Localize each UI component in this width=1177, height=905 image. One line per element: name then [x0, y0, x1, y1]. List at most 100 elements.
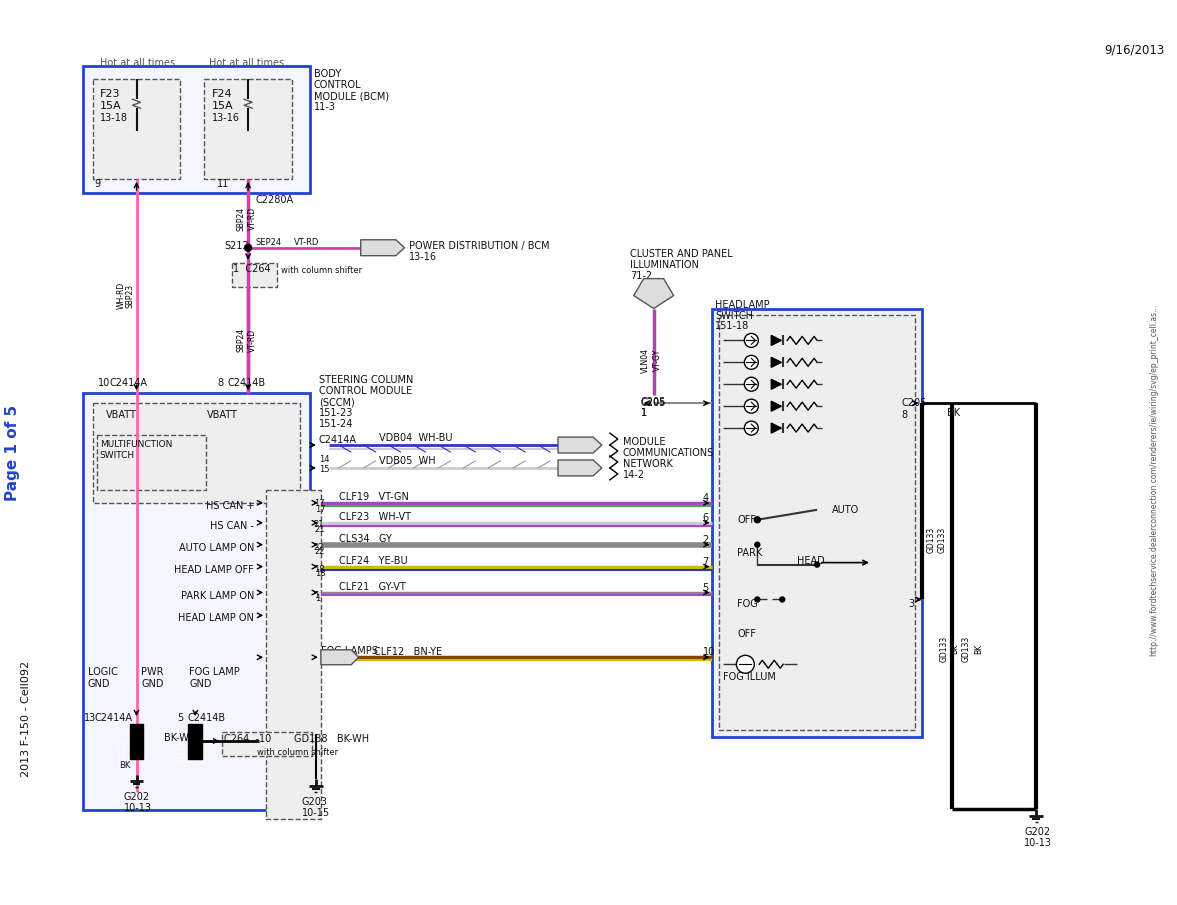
- Text: HEAD LAMP OFF: HEAD LAMP OFF: [174, 565, 254, 575]
- Text: with column shifter: with column shifter: [281, 266, 363, 274]
- Text: CLF19   VT-GN: CLF19 VT-GN: [339, 491, 408, 502]
- Circle shape: [744, 356, 758, 369]
- Text: 18: 18: [314, 565, 325, 574]
- Polygon shape: [771, 379, 782, 389]
- Text: C2414A: C2414A: [94, 713, 133, 723]
- Text: 14-2: 14-2: [623, 470, 645, 480]
- Text: 13-16: 13-16: [408, 252, 437, 262]
- Polygon shape: [558, 460, 601, 476]
- Text: COMMUNICATIONS: COMMUNICATIONS: [623, 448, 714, 458]
- Text: 18: 18: [315, 568, 326, 577]
- Bar: [82, 66, 310, 193]
- Text: 1: 1: [315, 595, 320, 604]
- Text: C2280A: C2280A: [255, 195, 293, 205]
- Text: SBP23: SBP23: [125, 283, 134, 308]
- Text: 4: 4: [703, 493, 709, 503]
- Text: 13-18: 13-18: [100, 113, 127, 123]
- Text: 5: 5: [703, 583, 709, 593]
- Text: VDB05  WH: VDB05 WH: [379, 456, 435, 466]
- Text: 9/16/2013: 9/16/2013: [1104, 43, 1164, 56]
- Bar: [266, 490, 321, 819]
- Text: 15: 15: [319, 465, 330, 474]
- Text: 10-15: 10-15: [302, 808, 330, 818]
- Text: 8: 8: [902, 410, 907, 420]
- Text: C2414A: C2414A: [319, 435, 357, 445]
- Text: F24: F24: [212, 90, 233, 100]
- Text: FOG LAMPS: FOG LAMPS: [321, 646, 378, 656]
- Text: VDB04  WH-BU: VDB04 WH-BU: [379, 433, 452, 443]
- Text: 11: 11: [218, 179, 230, 189]
- Text: Hot at all times: Hot at all times: [100, 59, 174, 69]
- Circle shape: [744, 399, 758, 414]
- Text: CLUSTER AND PANEL: CLUSTER AND PANEL: [630, 249, 732, 259]
- Text: CLS34   GY: CLS34 GY: [339, 534, 392, 544]
- Text: STEERING COLUMN: STEERING COLUMN: [319, 376, 413, 386]
- Text: 1: 1: [640, 408, 647, 418]
- Text: CONTROL: CONTROL: [314, 81, 361, 91]
- Text: MULTIFUNCTION: MULTIFUNCTION: [100, 440, 172, 449]
- Text: BK: BK: [120, 761, 131, 770]
- Text: S212: S212: [224, 241, 250, 251]
- Text: C2414A: C2414A: [109, 378, 147, 388]
- Text: VT-GY: VT-GY: [653, 349, 663, 371]
- Text: HS CAN +: HS CAN +: [206, 500, 254, 510]
- Text: CLF12   BN-YE: CLF12 BN-YE: [373, 647, 441, 657]
- Text: GD133: GD133: [962, 636, 971, 662]
- Circle shape: [737, 655, 754, 673]
- Text: 10-13: 10-13: [124, 803, 152, 813]
- Text: 151-24: 151-24: [319, 419, 353, 429]
- Text: PWR
GND: PWR GND: [141, 667, 164, 689]
- Text: FOG ILLUM: FOG ILLUM: [724, 672, 777, 682]
- Text: C205: C205: [902, 398, 927, 408]
- Text: 10: 10: [703, 647, 714, 657]
- Text: OFF: OFF: [737, 515, 757, 525]
- Text: (SCCM): (SCCM): [319, 397, 354, 407]
- Text: AUTO: AUTO: [832, 505, 859, 515]
- Bar: [712, 309, 922, 737]
- Text: SWITCH: SWITCH: [716, 310, 753, 320]
- Text: 15A: 15A: [100, 101, 121, 111]
- Bar: [82, 393, 310, 810]
- Text: BK: BK: [946, 408, 959, 418]
- Text: 14: 14: [319, 455, 330, 464]
- Text: BODY: BODY: [314, 70, 341, 80]
- Circle shape: [754, 542, 760, 548]
- Bar: [232, 262, 277, 287]
- Text: PARK LAMP ON: PARK LAMP ON: [181, 590, 254, 601]
- Text: GD133: GD133: [939, 636, 949, 662]
- Text: 21: 21: [315, 525, 325, 534]
- Polygon shape: [321, 650, 359, 665]
- Text: SBP24: SBP24: [237, 329, 246, 352]
- Text: 11-3: 11-3: [314, 102, 335, 112]
- Bar: [97, 435, 206, 490]
- Circle shape: [744, 333, 758, 348]
- Text: FOG: FOG: [737, 599, 758, 609]
- Text: GD133: GD133: [926, 527, 936, 553]
- Text: 17: 17: [314, 499, 325, 508]
- Text: HEAD: HEAD: [797, 556, 825, 566]
- Polygon shape: [360, 240, 405, 256]
- Text: C264  -10: C264 -10: [224, 734, 272, 744]
- Text: QD133: QD133: [119, 739, 128, 766]
- Text: 151-18: 151-18: [716, 321, 750, 331]
- Text: F23: F23: [100, 90, 120, 100]
- Text: NETWORK: NETWORK: [623, 459, 673, 469]
- Text: C2414B: C2414B: [187, 713, 226, 723]
- Text: POWER DISTRIBUTION / BCM: POWER DISTRIBUTION / BCM: [408, 241, 550, 251]
- Text: 13: 13: [84, 713, 97, 723]
- Bar: [222, 732, 312, 756]
- Text: CLF23   WH-VT: CLF23 WH-VT: [339, 512, 411, 522]
- Circle shape: [744, 377, 758, 391]
- Text: QD138: QD138: [178, 740, 187, 766]
- Text: FOG LAMP
GND: FOG LAMP GND: [189, 667, 240, 689]
- Text: GD133: GD133: [937, 527, 946, 553]
- Circle shape: [754, 517, 760, 523]
- Bar: [205, 80, 292, 179]
- Circle shape: [779, 597, 785, 602]
- Text: 5: 5: [178, 713, 184, 723]
- Bar: [93, 80, 180, 179]
- Polygon shape: [771, 336, 782, 346]
- Text: HS CAN -: HS CAN -: [211, 520, 254, 530]
- Text: 9: 9: [94, 179, 101, 189]
- Text: 2013 F-150 - Cell092: 2013 F-150 - Cell092: [21, 661, 31, 777]
